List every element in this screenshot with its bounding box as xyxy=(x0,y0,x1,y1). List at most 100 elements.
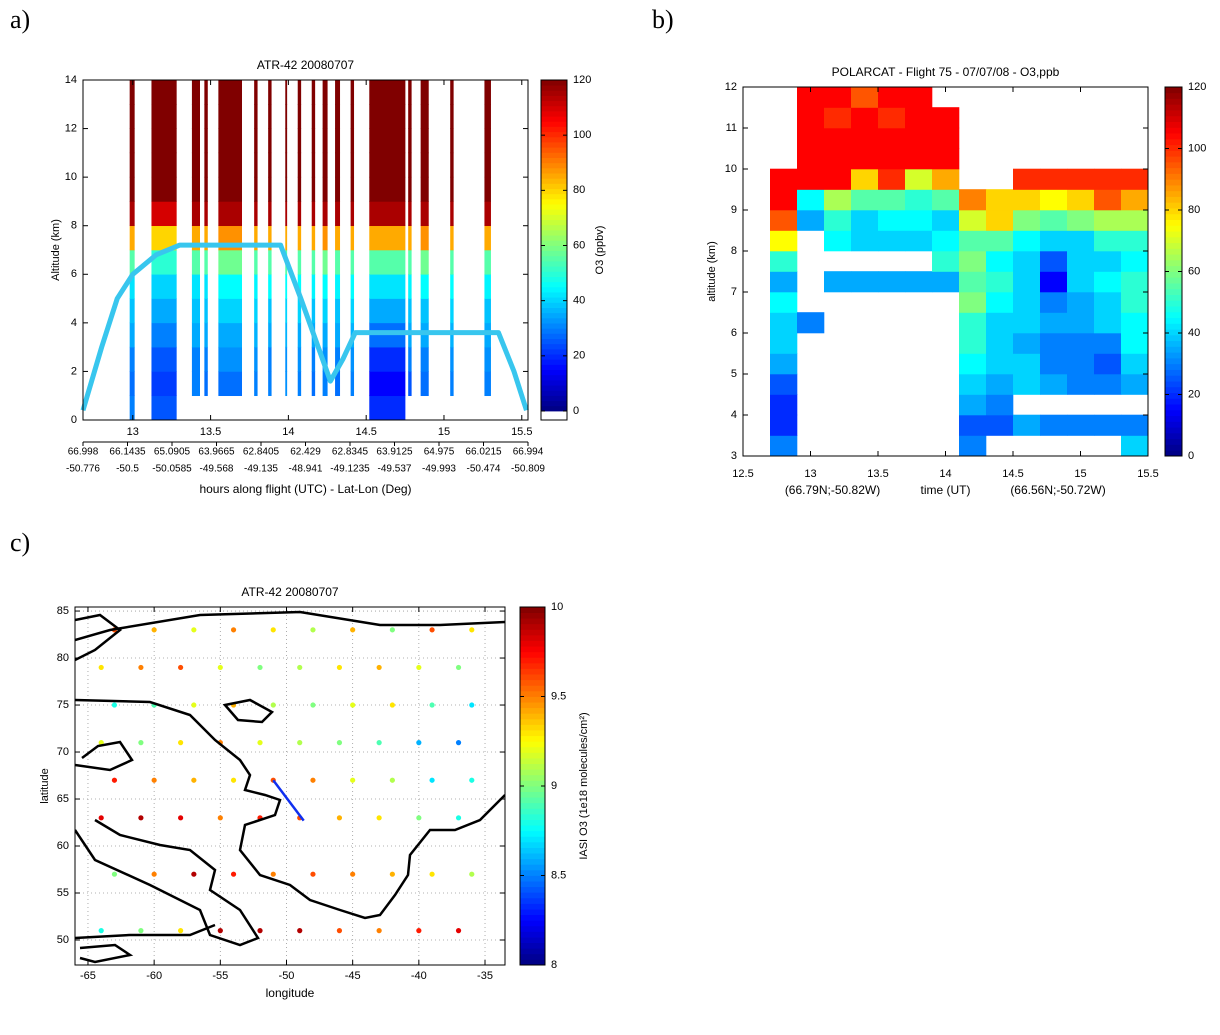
heatmap-cell xyxy=(959,230,987,252)
heatmap-cell xyxy=(335,273,341,299)
scatter-point xyxy=(350,871,356,877)
heatmap-cell xyxy=(204,201,208,227)
heatmap-cell xyxy=(129,79,135,105)
heatmap-cell xyxy=(129,322,135,348)
x-tick-label: -35 xyxy=(477,970,493,982)
scatter-point xyxy=(111,871,118,877)
plot-frame xyxy=(74,606,506,966)
heatmap-cell xyxy=(285,128,288,154)
heatmap-cell xyxy=(268,298,272,324)
colorbar-step xyxy=(541,354,567,360)
heatmap-cell xyxy=(204,225,208,251)
heatmap-cell xyxy=(191,201,200,227)
heatmap-cell xyxy=(297,152,302,178)
colorbar-step xyxy=(541,95,567,102)
colorbar-tick-label: 9 xyxy=(551,780,557,792)
heatmap-cell xyxy=(204,322,208,348)
heatmap-cell xyxy=(797,127,825,149)
coastline xyxy=(75,613,123,662)
lon-label: -50.0585 xyxy=(152,464,192,475)
heatmap-cell xyxy=(1013,271,1041,293)
heatmap-cell xyxy=(204,176,208,202)
heatmap-cell xyxy=(1121,230,1149,252)
heatmap-cell xyxy=(335,201,341,227)
heatmap-cell xyxy=(408,176,412,202)
colorbar-step xyxy=(1165,202,1182,209)
x-axis-label: time (UT) xyxy=(921,483,971,497)
heatmap-cell xyxy=(878,127,906,149)
heatmap-cell xyxy=(254,152,258,178)
colorbar-step xyxy=(520,931,545,938)
colorbar-step xyxy=(1165,363,1182,370)
heatmap-cell xyxy=(297,201,302,227)
heatmap-cell xyxy=(878,148,906,170)
scatter-point xyxy=(178,928,184,934)
heatmap-cell xyxy=(297,103,302,129)
heatmap-cell xyxy=(151,201,177,227)
heatmap-cell xyxy=(151,346,177,372)
heatmap-cell xyxy=(986,271,1014,293)
colorbar-step xyxy=(1165,311,1182,319)
heatmap-cell xyxy=(851,86,879,108)
x-tick-label: 15.5 xyxy=(511,426,532,438)
scatter-point xyxy=(310,777,316,783)
heatmap-cell xyxy=(322,225,328,251)
heatmap-cell xyxy=(268,273,272,299)
heatmap-cell xyxy=(335,249,341,275)
heatmap-cell xyxy=(1121,271,1149,293)
x-tick-label: -65 xyxy=(80,970,96,982)
heatmap-cell xyxy=(1013,250,1041,272)
colorbar-step xyxy=(541,240,567,246)
scatter-point xyxy=(257,664,263,671)
colorbar-step xyxy=(520,925,545,932)
heatmap-cell xyxy=(959,332,987,354)
colorbar-step xyxy=(1165,444,1182,451)
heatmap-cell xyxy=(191,103,200,129)
heatmap-cell xyxy=(1040,230,1068,252)
heatmap-cell xyxy=(1121,312,1149,334)
scatter-point xyxy=(336,740,343,746)
heatmap-cell xyxy=(268,249,272,275)
heatmap-cell xyxy=(335,225,341,251)
heatmap-cell xyxy=(369,201,406,227)
y-tick-label: 7 xyxy=(731,286,737,298)
heatmap-cell xyxy=(191,371,200,397)
heatmap-cell xyxy=(268,176,272,202)
colorbar-step xyxy=(541,193,567,200)
heatmap-cell xyxy=(350,79,355,105)
colorbar-tick-label: 60 xyxy=(1188,265,1200,277)
colorbar-step xyxy=(520,651,545,658)
heatmap-cell xyxy=(450,128,454,154)
heatmap-cell xyxy=(1040,250,1068,272)
lat-label: 66.0215 xyxy=(465,447,502,458)
colorbar-step xyxy=(1165,421,1182,428)
colorbar-step xyxy=(520,864,545,871)
colorbar-step xyxy=(520,780,545,787)
colorbar-tick-label: 10 xyxy=(551,601,563,613)
colorbar-step xyxy=(520,679,545,686)
colorbar-step xyxy=(1165,254,1182,261)
heatmap-cell xyxy=(770,312,798,334)
heatmap-cell xyxy=(369,298,406,324)
heatmap-cell xyxy=(204,152,208,178)
heatmap-cell xyxy=(1013,312,1041,334)
coastline xyxy=(75,740,134,772)
colorbar-step xyxy=(541,245,567,252)
x-axis-label: hours along flight (UTC) - Lat-Lon (Deg) xyxy=(199,482,411,496)
heatmap-cell xyxy=(350,176,355,202)
heatmap-cell xyxy=(797,168,825,190)
scatter-point xyxy=(376,928,382,934)
colorbar-step xyxy=(541,80,567,86)
colorbar-step xyxy=(541,188,567,195)
heatmap-cell xyxy=(420,103,429,129)
colorbar-step xyxy=(1165,248,1182,255)
colorbar-tick-label: 0 xyxy=(573,405,579,417)
heatmap-cell xyxy=(905,168,933,190)
heatmap-cell xyxy=(350,249,355,275)
heatmap-cell xyxy=(797,148,825,170)
colorbar-step xyxy=(520,813,545,820)
colorbar-step xyxy=(1165,294,1182,301)
colorbar-step xyxy=(541,369,567,376)
colorbar-tick-label: 20 xyxy=(573,350,585,362)
heatmap-cell xyxy=(1094,168,1122,190)
